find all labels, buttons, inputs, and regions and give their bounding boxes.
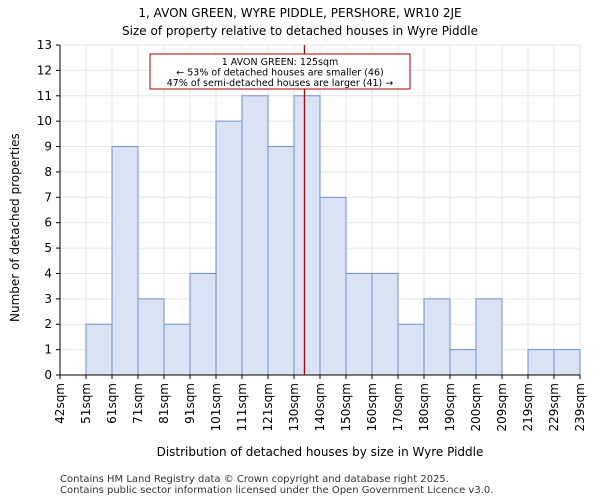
- y-tick-label: 8: [44, 165, 52, 179]
- x-tick-label: 42sqm: [53, 383, 67, 424]
- y-tick-label: 1: [44, 343, 52, 357]
- y-tick-label: 3: [44, 292, 52, 306]
- histogram-bar: [137, 298, 165, 376]
- y-tick-label: 4: [44, 266, 52, 280]
- histogram-bar: [527, 349, 555, 376]
- y-tick-label: 13: [37, 38, 52, 52]
- y-tick-label: 2: [44, 317, 52, 331]
- histogram-bar: [241, 95, 269, 376]
- annotation-text: ← 53% of detached houses are smaller (46…: [176, 68, 383, 79]
- x-tick-label: 61sqm: [105, 383, 119, 424]
- x-tick-label: 219sqm: [521, 383, 535, 431]
- x-tick-label: 150sqm: [339, 383, 353, 431]
- histogram-bar: [111, 146, 139, 376]
- x-tick-label: 130sqm: [287, 383, 301, 431]
- histogram-bar: [293, 95, 321, 376]
- x-tick-label: 229sqm: [547, 383, 561, 431]
- x-tick-label: 190sqm: [443, 383, 457, 431]
- y-tick-label: 7: [44, 190, 52, 204]
- histogram-bar: [189, 272, 217, 376]
- footer-copyright: Contains HM Land Registry data © Crown c…: [60, 474, 449, 485]
- x-tick-label: 209sqm: [495, 383, 509, 431]
- histogram-bar: [85, 323, 113, 376]
- histogram-bar: [423, 298, 451, 376]
- histogram-bar: [163, 323, 191, 376]
- histogram-bar: [371, 272, 399, 376]
- annotation-text: 1 AVON GREEN: 125sqm: [222, 57, 339, 68]
- y-tick-label: 12: [37, 63, 52, 77]
- y-tick-label: 9: [44, 140, 52, 154]
- x-tick-label: 51sqm: [79, 383, 93, 424]
- histogram-bar: [449, 349, 477, 376]
- x-tick-label: 200sqm: [469, 383, 483, 431]
- x-tick-label: 239sqm: [573, 383, 587, 431]
- x-tick-label: 180sqm: [417, 383, 431, 431]
- x-tick-label: 71sqm: [131, 383, 145, 424]
- y-axis-label: Number of detached properties: [8, 133, 22, 322]
- x-tick-label: 101sqm: [209, 383, 223, 431]
- histogram-bar: [475, 298, 503, 376]
- histogram-bar: [319, 196, 347, 376]
- y-tick-label: 5: [44, 241, 52, 255]
- y-tick-label: 11: [37, 89, 52, 103]
- x-tick-label: 121sqm: [261, 383, 275, 431]
- histogram-bar: [397, 323, 425, 376]
- x-tick-label: 170sqm: [391, 383, 405, 431]
- footer-licence: Contains public sector information licen…: [60, 485, 494, 496]
- x-tick-label: 111sqm: [235, 383, 249, 431]
- histogram-bar: [215, 120, 243, 376]
- chart-subtitle: Size of property relative to detached ho…: [122, 24, 478, 38]
- x-tick-label: 81sqm: [157, 383, 171, 424]
- x-axis-label: Distribution of detached houses by size …: [156, 445, 484, 459]
- y-tick-label: 0: [44, 368, 52, 382]
- annotation-box: [149, 53, 411, 90]
- chart-title: 1, AVON GREEN, WYRE PIDDLE, PERSHORE, WR…: [138, 6, 462, 20]
- x-tick-label: 140sqm: [313, 383, 327, 431]
- x-tick-label: 160sqm: [365, 383, 379, 431]
- x-tick-label: 91sqm: [183, 383, 197, 424]
- histogram-bar: [267, 146, 295, 376]
- annotation-text: 47% of semi-detached houses are larger (…: [167, 78, 394, 89]
- y-tick-label: 10: [37, 114, 52, 128]
- histogram-bar: [553, 349, 581, 376]
- histogram-bar: [345, 272, 373, 376]
- y-tick-label: 6: [44, 216, 52, 230]
